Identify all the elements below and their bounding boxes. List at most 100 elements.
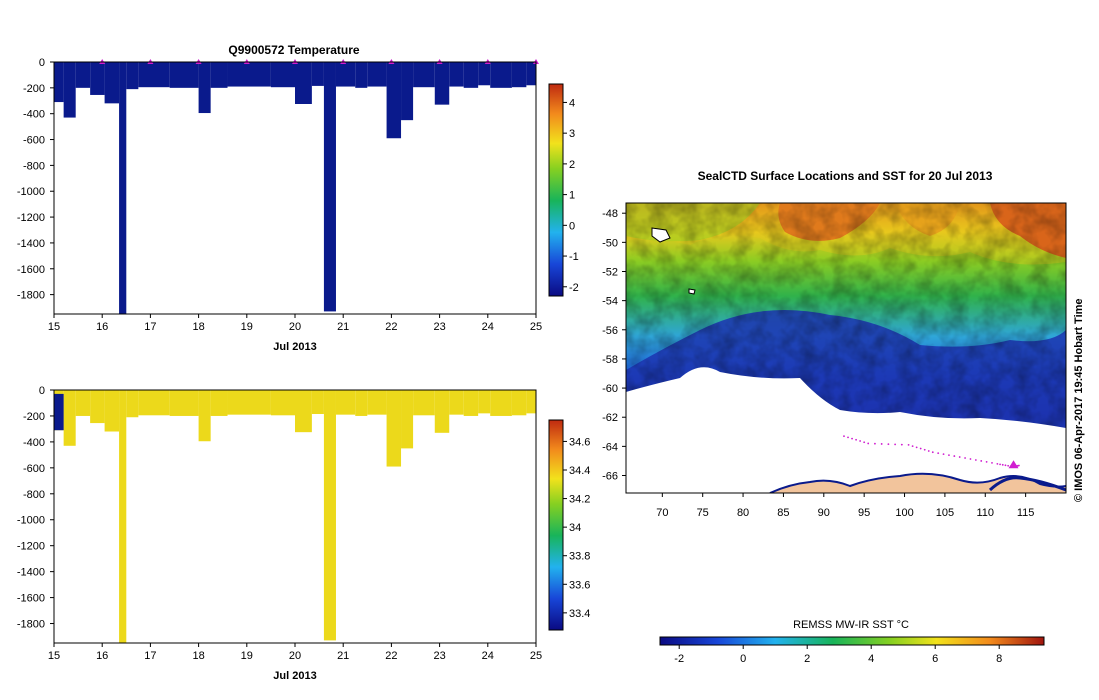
lat-tick-label-5: -58 — [602, 354, 618, 366]
sst-field — [626, 203, 1066, 493]
profile-bar-2 — [75, 62, 91, 88]
profile-bar-18 — [367, 390, 387, 415]
lon-tick-label-1: 75 — [697, 507, 709, 519]
colorbar-tick-label-6: 4 — [569, 97, 575, 109]
map-frame — [625, 202, 1067, 494]
profile-bar-25 — [478, 390, 491, 414]
salinity-x-label: Jul 2013 — [273, 670, 316, 682]
track-dot-0-0 — [843, 435, 845, 438]
colorbar-tick-label-3: 1 — [569, 190, 575, 202]
x-tick-label-5: 20 — [289, 321, 301, 333]
track-dot-4-5 — [991, 461, 993, 464]
profile-bar-3 — [90, 390, 105, 424]
low-salinity-patch — [54, 393, 64, 431]
profile-bar-23 — [449, 390, 464, 415]
sea-ice-edge — [988, 476, 1066, 492]
temperature-colorbar — [548, 83, 564, 297]
profile-bar-8 — [169, 62, 199, 88]
track-dot-3-0 — [931, 451, 934, 454]
track-dot-0-2 — [851, 437, 853, 440]
profile-bar-21 — [413, 390, 435, 416]
profile-bar-25 — [478, 62, 491, 86]
y-tick-label-1: -200 — [23, 83, 45, 95]
profile-bar-21 — [413, 62, 435, 88]
lat-tick-label-9: -66 — [602, 471, 618, 483]
track-dot-2-5 — [927, 450, 930, 452]
profile-bar-17 — [355, 62, 368, 88]
profile-bar-8 — [169, 390, 199, 416]
lat-tick-label-3: -54 — [602, 296, 618, 308]
y-tick-label-0: 0 — [39, 385, 45, 397]
profile-bar-6 — [126, 62, 139, 90]
lon-tick-label-0: 70 — [656, 507, 668, 519]
profile-bar-27 — [511, 62, 527, 88]
kerguelen-island — [651, 227, 671, 243]
track-dot-6-5 — [1018, 464, 1020, 467]
profile-bar-11 — [227, 62, 271, 87]
temperature-panel: Q9900572 Temperature 15 16 17 18 19 20 21 22 23 2… — [17, 43, 579, 353]
x-tick-label-2: 17 — [144, 650, 156, 662]
track-dot-3-3 — [948, 454, 950, 457]
track-dot-1-3 — [887, 443, 890, 446]
track-dot-2-3 — [919, 447, 922, 450]
y-tick-label-8: -1600 — [17, 264, 45, 276]
track-dot-1-1 — [874, 442, 876, 445]
lon-tick-label-4: 90 — [818, 507, 830, 519]
colorbar-tick-label-5: 34.4 — [569, 465, 590, 477]
sst-colorbar-ticks: -2 0 2 4 6 8 — [674, 645, 1002, 665]
x-tick-label-5: 20 — [289, 650, 301, 662]
profile-bar-10 — [210, 62, 228, 88]
lon-tick-label-9: 115 — [1017, 507, 1035, 519]
y-tick-label-5: -1000 — [17, 515, 45, 527]
lat-tick-label-4: -56 — [602, 325, 618, 337]
colorbar-tick-label-6: 34.6 — [569, 436, 590, 448]
y-tick-label-0: 0 — [39, 57, 45, 69]
salinity-colorbar-ticks: 33.4 33.6 33.8 34 34.2 34.4 34.6 — [563, 436, 590, 620]
track-dot-5-0 — [996, 462, 999, 465]
profile-bar-9 — [198, 390, 211, 442]
profile-bar-2 — [75, 390, 91, 416]
y-tick-label-5: -1000 — [17, 186, 45, 198]
x-tick-label-0: 15 — [48, 321, 60, 333]
profile-bar-1 — [63, 390, 76, 446]
track-dot-5-4 — [1007, 464, 1010, 467]
track-dot-0-5 — [863, 441, 866, 444]
profile-bar-15 — [323, 390, 336, 641]
y-tick-label-1: -200 — [23, 411, 45, 423]
track-dot-5-3 — [1004, 464, 1007, 467]
track-dot-3-5 — [958, 456, 961, 458]
profile-bar-6 — [126, 390, 139, 418]
salinity-panel: 15 16 17 18 19 20 21 22 23 24 25 0 -200 -400 -600 -800… — [17, 385, 591, 682]
y-tick-label-6: -1200 — [17, 541, 45, 553]
profile-bar-22 — [434, 390, 450, 433]
profile-bar-13 — [295, 390, 312, 433]
x-tick-label-9: 24 — [482, 321, 494, 333]
colorbar-tick-label-1: -1 — [569, 251, 579, 263]
track-dot-3-4 — [953, 455, 956, 457]
profile-bar-19 — [386, 62, 402, 139]
y-tick-label-4: -800 — [23, 489, 45, 501]
salinity-bars — [54, 390, 536, 643]
colorbar-tick-label-4: 34.2 — [569, 494, 590, 506]
y-tick-label-3: -600 — [23, 463, 45, 475]
track-dot-4-2 — [974, 459, 977, 461]
sst-colorbar-tick-label-4: 6 — [932, 653, 938, 665]
colorbar-tick-label-4: 2 — [569, 159, 575, 171]
sst-colorbar-tick-label-3: 4 — [868, 653, 874, 665]
colorbar-tick-label-2: 0 — [569, 220, 575, 232]
track-dot-4-3 — [980, 460, 983, 462]
profile-bar-24 — [463, 62, 479, 88]
profile-bar-28 — [526, 390, 536, 414]
colorbar-tick-label-0: -2 — [569, 282, 579, 294]
profile-bar-4 — [104, 390, 120, 432]
profile-bar-20 — [401, 62, 414, 121]
profile-bar-10 — [210, 390, 228, 416]
colorbar-tick-label-2: 33.8 — [569, 551, 590, 563]
x-tick-label-3: 18 — [192, 650, 204, 662]
y-tick-label-2: -400 — [23, 437, 45, 449]
x-tick-label-4: 19 — [241, 650, 253, 662]
profile-bar-23 — [449, 62, 464, 87]
sst-colorbar-tick-label-5: 8 — [996, 653, 1002, 665]
track-dot-2-1 — [911, 445, 914, 448]
profile-bar-12 — [270, 62, 295, 88]
